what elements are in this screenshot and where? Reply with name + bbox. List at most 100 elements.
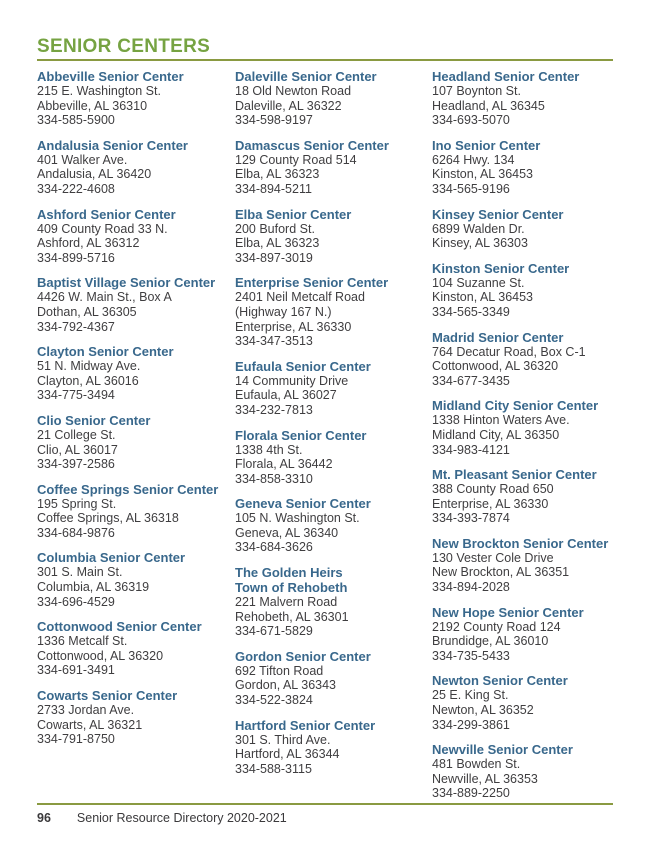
center-address: 107 Boynton St. Headland, AL 36345 334-693…: [432, 84, 613, 128]
address-line: Elba, AL 36323: [235, 236, 320, 251]
address-line: 401 Walker Ave.: [37, 152, 128, 167]
center-name: Clio Senior Center: [37, 412, 151, 428]
directory-entry: Daleville Senior Center 18 Old Newton Ro…: [235, 69, 432, 128]
address-line: Clayton, AL 36016: [37, 373, 139, 388]
center-name: Cowarts Senior Center: [37, 688, 178, 704]
address-line: 334-983-4121: [432, 442, 510, 457]
title-rule: [37, 59, 613, 61]
page-footer: 96 Senior Resource Directory 2020-2021: [37, 803, 613, 825]
address-line: 334-222-4608: [37, 181, 115, 196]
center-name: Enterprise Senior Center: [235, 275, 389, 291]
address-line: 105 N. Washington St.: [235, 511, 360, 526]
center-name: Newville Senior Center: [432, 742, 573, 758]
directory-column-2: Daleville Senior Center 18 Old Newton Ro…: [235, 69, 432, 811]
address-line: 334-894-2028: [432, 580, 510, 595]
address-line: Daleville, AL 36322: [235, 98, 342, 113]
address-line: 1338 4th St.: [235, 442, 303, 457]
center-address: 388 County Road 650 Enterprise, AL 36330 3…: [432, 482, 613, 526]
directory-entry: Madrid Senior Center 764 Decatur Road, B…: [432, 330, 613, 389]
directory-entry: Eufaula Senior Center 14 Community Drive…: [235, 359, 432, 418]
center-address: 2401 Neil Metcalf Road (Highway 167 N.) En…: [235, 290, 432, 348]
directory-entry: Enterprise Senior Center 2401 Neil Metca…: [235, 275, 432, 348]
directory-entry: Coffee Springs Senior Center 195 Spring …: [37, 482, 235, 541]
address-line: 334-735-5433: [432, 648, 510, 663]
center-address: 105 N. Washington St. Geneva, AL 36340 334…: [235, 511, 432, 555]
address-line: Cowarts, AL 36321: [37, 717, 143, 732]
directory-entry: Damascus Senior Center 129 County Road 5…: [235, 138, 432, 197]
directory-entry: Abbeville Senior Center 215 E. Washingto…: [37, 69, 235, 128]
address-line: Kinston, AL 36453: [432, 167, 534, 182]
center-address: 21 College St. Clio, AL 36017 334-397-2586: [37, 428, 235, 472]
address-line: Coffee Springs, AL 36318: [37, 511, 179, 526]
address-line: 334-565-9196: [432, 181, 510, 196]
address-line: 301 S. Third Ave.: [235, 732, 331, 747]
directory-entry: Ashford Senior Center 409 County Road 33…: [37, 207, 235, 266]
address-line: Abbeville, AL 36310: [37, 98, 148, 113]
center-address: 51 N. Midway Ave. Clayton, AL 36016 334-77…: [37, 359, 235, 403]
directory-columns: Abbeville Senior Center 215 E. Washingto…: [37, 69, 613, 811]
directory-entry: New Hope Senior Center 2192 County Road …: [432, 605, 613, 664]
address-line: 334-791-8750: [37, 732, 115, 747]
center-address: 18 Old Newton Road Daleville, AL 36322 334…: [235, 84, 432, 128]
center-address: 301 S. Main St. Columbia, AL 36319 334-696…: [37, 565, 235, 609]
address-line: Clio, AL 36017: [37, 442, 118, 457]
address-line: 2401 Neil Metcalf Road: [235, 290, 365, 305]
center-name: Eufaula Senior Center: [235, 358, 371, 374]
center-name: Kinsey Senior Center: [432, 206, 564, 222]
center-name: New Hope Senior Center: [432, 604, 584, 620]
center-address: 764 Decatur Road, Box C-1 Cottonwood, AL …: [432, 345, 613, 389]
center-address: 14 Community Drive Eufaula, AL 36027 334-2…: [235, 374, 432, 418]
directory-entry: Clayton Senior Center 51 N. Midway Ave. C…: [37, 344, 235, 403]
center-name: Headland Senior Center: [432, 69, 580, 84]
center-name: Midland City Senior Center: [432, 398, 599, 414]
center-name: Coffee Springs Senior Center: [37, 481, 219, 497]
directory-entry: Kinston Senior Center 104 Suzanne St. Kin…: [432, 261, 613, 320]
directory-entry: Mt. Pleasant Senior Center 388 County Ro…: [432, 467, 613, 526]
address-line: 692 Tifton Road: [235, 663, 324, 678]
directory-entry: Andalusia Senior Center 401 Walker Ave. A…: [37, 138, 235, 197]
address-line: 334-522-3824: [235, 693, 313, 708]
center-address: 1338 4th St. Florala, AL 36442 334-858-331…: [235, 443, 432, 487]
address-line: Kinsey, AL 36303: [432, 236, 528, 251]
address-line: Eufaula, AL 36027: [235, 388, 337, 403]
center-name: Ashford Senior Center: [37, 206, 176, 222]
address-line: 334-677-3435: [432, 373, 510, 388]
center-address: 4426 W. Main St., Box A Dothan, AL 36305 3…: [37, 290, 235, 334]
address-line: 409 County Road 33 N.: [37, 221, 168, 236]
directory-entry: Florala Senior Center 1338 4th St. Floral…: [235, 428, 432, 487]
directory-entry: Clio Senior Center 21 College St. Clio, A…: [37, 413, 235, 472]
address-line: 334-691-3491: [37, 663, 115, 678]
center-name: Madrid Senior Center: [432, 329, 564, 345]
center-address: 221 Malvern Road Rehobeth, AL 36301 334-67…: [235, 595, 432, 639]
center-name: Columbia Senior Center: [37, 550, 186, 566]
address-line: 334-565-3349: [432, 304, 510, 319]
center-name: Gordon Senior Center: [235, 648, 371, 664]
address-line: Cottonwood, AL 36320: [432, 359, 559, 374]
address-line: 764 Decatur Road, Box C-1: [432, 344, 586, 359]
center-name: New Brockton Senior Center: [432, 535, 609, 551]
address-line: Ashford, AL 36312: [37, 236, 140, 251]
address-line: 4426 W. Main St., Box A: [37, 290, 172, 305]
address-line: Andalusia, AL 36420: [37, 167, 152, 182]
center-name: The Golden Heirs Town of Rehobeth: [235, 565, 348, 596]
address-line: 221 Malvern Road: [235, 595, 338, 610]
center-name: Daleville Senior Center: [235, 69, 377, 84]
address-line: 334-671-5829: [235, 624, 313, 639]
page-number: 96: [37, 811, 51, 825]
center-name: Abbeville Senior Center: [37, 69, 184, 84]
directory-column-1: Abbeville Senior Center 215 E. Washingto…: [37, 69, 235, 811]
address-line: 388 County Road 650: [432, 482, 554, 497]
center-address: 481 Bowden St. Newville, AL 36353 334-889-…: [432, 757, 613, 801]
address-line: Midland City, AL 36350: [432, 427, 560, 442]
directory-entry: Baptist Village Senior Center 4426 W. Ma…: [37, 275, 235, 334]
address-line: 334-684-9876: [37, 525, 115, 540]
directory-entry: Geneva Senior Center 105 N. Washington S…: [235, 496, 432, 555]
center-name: Ino Senior Center: [432, 137, 541, 153]
address-line: (Highway 167 N.): [235, 304, 332, 319]
address-line: Florala, AL 36442: [235, 457, 333, 472]
center-address: 6899 Walden Dr. Kinsey, AL 36303: [432, 222, 613, 251]
directory-column-3: Headland Senior Center 107 Boynton St. He…: [432, 69, 613, 811]
address-line: 334-889-2250: [432, 786, 510, 801]
center-name: Kinston Senior Center: [432, 260, 570, 276]
center-address: 104 Suzanne St. Kinston, AL 36453 334-565-…: [432, 276, 613, 320]
